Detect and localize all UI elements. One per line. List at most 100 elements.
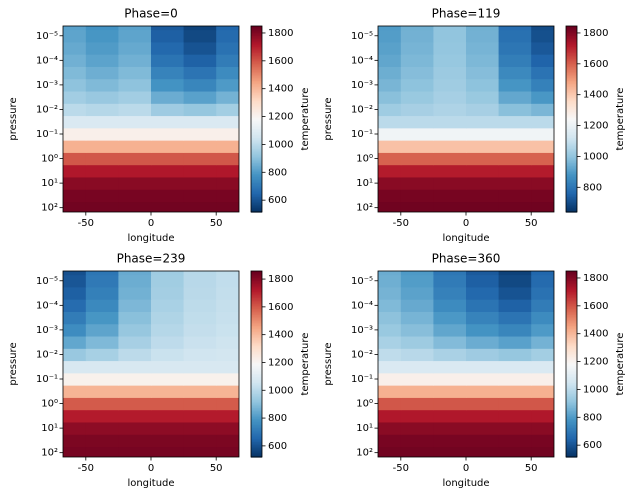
colorbar-strip: [566, 388, 577, 391]
colorbar-strip: [251, 156, 262, 159]
cell: [118, 336, 152, 349]
colorbar-strip: [251, 162, 262, 165]
cell: [466, 127, 500, 141]
colorbar-strip: [566, 35, 577, 38]
colorbar-strip: [566, 191, 577, 194]
colorbar-strip: [251, 123, 262, 126]
cell: [531, 103, 554, 117]
cell: [466, 409, 500, 423]
cell: [216, 348, 239, 362]
colorbar-strip: [251, 274, 262, 277]
colorbar-strip: [566, 433, 577, 436]
colorbar-strip: [566, 436, 577, 439]
cells: [63, 271, 239, 457]
colorbar-strip: [251, 309, 262, 312]
colorbar-strip: [566, 106, 577, 109]
cell: [378, 189, 402, 203]
cell: [531, 54, 554, 67]
colorbar-strip: [566, 404, 577, 407]
cell: [531, 41, 554, 55]
x-tick-label: 0: [148, 463, 154, 474]
colorbar-strip: [566, 198, 577, 201]
y-tick-label: 10¹: [356, 423, 373, 434]
colorbar-strip: [566, 86, 577, 89]
colorbar-strip: [251, 322, 262, 325]
colorbar-strip: [251, 381, 262, 384]
colorbar-strip: [566, 384, 577, 387]
cell: [85, 201, 119, 212]
colorbar-strip: [251, 377, 262, 381]
colorbar-strip: [566, 452, 577, 455]
colorbar-strip: [251, 357, 262, 360]
cell: [400, 29, 434, 43]
colorbar-strip: [566, 387, 577, 390]
cell: [151, 299, 185, 312]
cell: [183, 446, 217, 457]
colorbar-strip: [566, 126, 577, 129]
colorbar-strip: [566, 143, 577, 146]
cell: [498, 372, 532, 386]
cell: [498, 271, 532, 276]
colorbar-strip: [566, 162, 577, 165]
cell: [498, 201, 532, 212]
colorbar-strip: [566, 103, 577, 106]
colorbar-strip: [251, 208, 262, 212]
y-axis-label: pressure: [323, 97, 334, 140]
colorbar-strip: [251, 416, 262, 419]
colorbar-strip: [566, 153, 577, 156]
colorbar-strip: [566, 187, 577, 190]
cell: [183, 336, 217, 349]
cell: [531, 336, 554, 349]
cell: [183, 115, 217, 129]
colorbar-strip: [251, 174, 262, 177]
colorbar-strip: [566, 295, 577, 298]
colorbar-strip: [251, 342, 262, 345]
colorbar-strip: [566, 129, 577, 132]
cell: [433, 409, 467, 423]
colorbar-tick-label: 600: [268, 441, 287, 452]
cell: [216, 127, 239, 141]
colorbar-strip: [251, 207, 262, 210]
cell: [85, 115, 119, 129]
panel: -50 0 50 10⁻⁵ 10⁻⁴ 10⁻³ 10⁻² 10⁻¹ 10⁰ 10¹ 10² longi…: [323, 7, 626, 245]
colorbar-strip: [566, 196, 577, 199]
cell: [400, 189, 434, 203]
colorbar-strip: [566, 210, 577, 213]
cell: [531, 286, 554, 300]
cell: [466, 103, 500, 117]
cell: [85, 189, 119, 203]
colorbar-strip: [251, 320, 262, 323]
colorbar-strip: [566, 151, 577, 154]
cell: [118, 446, 152, 457]
cell: [151, 336, 185, 349]
colorbar-strip: [251, 136, 262, 139]
colorbar-strip: [251, 390, 262, 393]
colorbar-strip: [251, 328, 262, 331]
cell: [63, 446, 87, 457]
cell: [118, 41, 152, 55]
colorbar-strip: [566, 114, 577, 117]
colorbar-strip: [566, 455, 577, 458]
colorbar-tick-label: 600: [268, 195, 287, 206]
colorbar-strip: [566, 309, 577, 312]
cell: [400, 434, 434, 448]
colorbar-strip: [251, 132, 262, 136]
colorbar-strip: [566, 350, 577, 353]
colorbar-strip: [566, 390, 577, 393]
colorbar-strip: [251, 168, 262, 171]
cell: [498, 26, 532, 31]
cell: [85, 152, 119, 166]
colorbar-tick-label: 1200: [268, 112, 293, 123]
colorbar-strip: [566, 359, 577, 362]
colorbar-strip: [251, 97, 262, 100]
cell: [400, 201, 434, 212]
colorbar-strip: [251, 331, 262, 334]
cell: [85, 54, 119, 67]
cell: [400, 323, 434, 337]
colorbar-strip: [251, 44, 262, 47]
colorbar-strip: [566, 405, 577, 408]
colorbar-strip: [251, 441, 262, 444]
colorbar-tick-label: 1200: [583, 357, 608, 368]
colorbar-strip: [566, 75, 577, 78]
colorbar-strip: [251, 374, 262, 377]
